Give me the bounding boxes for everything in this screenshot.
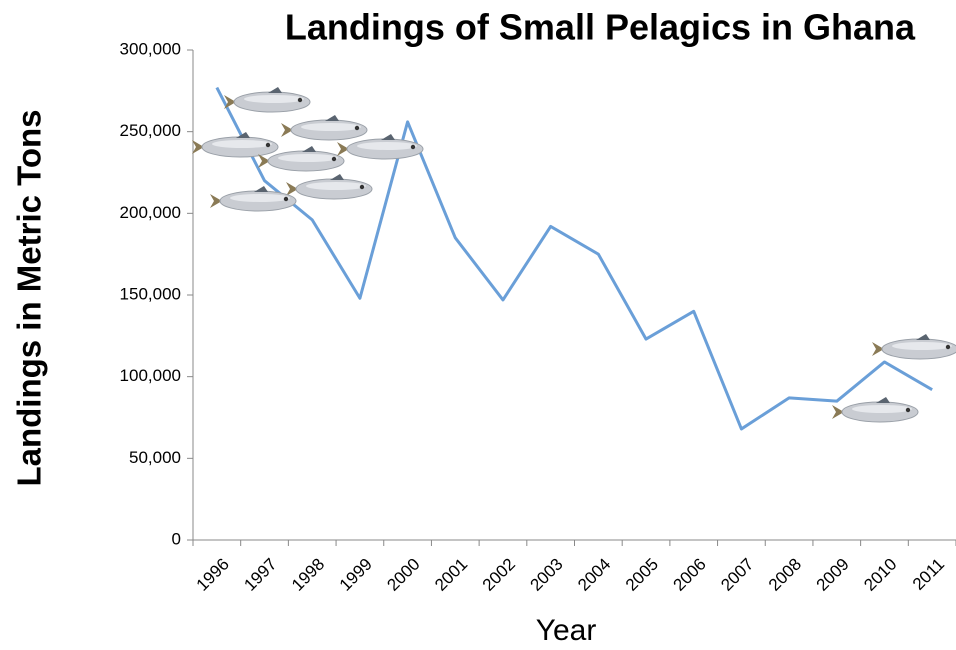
x-tick-label: 2000 xyxy=(383,555,423,595)
y-tick-label: 0 xyxy=(172,529,181,548)
fish-icon xyxy=(286,174,372,199)
y-tick-label: 300,000 xyxy=(120,39,181,58)
x-tick-label: 2011 xyxy=(909,555,948,594)
fish-icon xyxy=(224,87,310,112)
y-tick-label: 200,000 xyxy=(120,203,181,222)
chart: Landings of Small Pelagics in Ghana Land… xyxy=(0,0,956,650)
x-tick-label: 1998 xyxy=(288,555,328,595)
y-tick-label: 250,000 xyxy=(120,121,181,140)
x-tick-label: 2010 xyxy=(860,555,900,595)
y-tick-label: 100,000 xyxy=(120,366,181,385)
y-tick-label: 50,000 xyxy=(129,448,181,467)
x-tick-label: 2006 xyxy=(670,555,710,595)
x-tick-label: 1999 xyxy=(336,555,376,595)
fish-icon xyxy=(210,186,296,211)
y-tick-label: 150,000 xyxy=(120,284,181,303)
fish-icon xyxy=(281,115,367,140)
fish-icon xyxy=(832,397,918,422)
x-tick-label: 2004 xyxy=(574,555,614,595)
x-tick-label: 2005 xyxy=(622,555,662,595)
x-tick-label: 1996 xyxy=(193,555,233,595)
x-tick-label: 2008 xyxy=(765,555,805,595)
fish-icon xyxy=(192,132,278,157)
chart-title: Landings of Small Pelagics in Ghana xyxy=(285,7,916,48)
x-tick-label: 2007 xyxy=(717,555,757,595)
x-tick-label: 2001 xyxy=(431,555,471,595)
x-tick-label: 2009 xyxy=(813,555,853,595)
x-axis-label: Year xyxy=(536,614,597,647)
fish-icon xyxy=(872,334,956,359)
x-tick-label: 2002 xyxy=(479,555,519,595)
y-axis-label: Landings in Metric Tons xyxy=(11,109,48,486)
x-tick-label: 2003 xyxy=(526,555,566,595)
x-tick-label: 1997 xyxy=(240,555,280,595)
